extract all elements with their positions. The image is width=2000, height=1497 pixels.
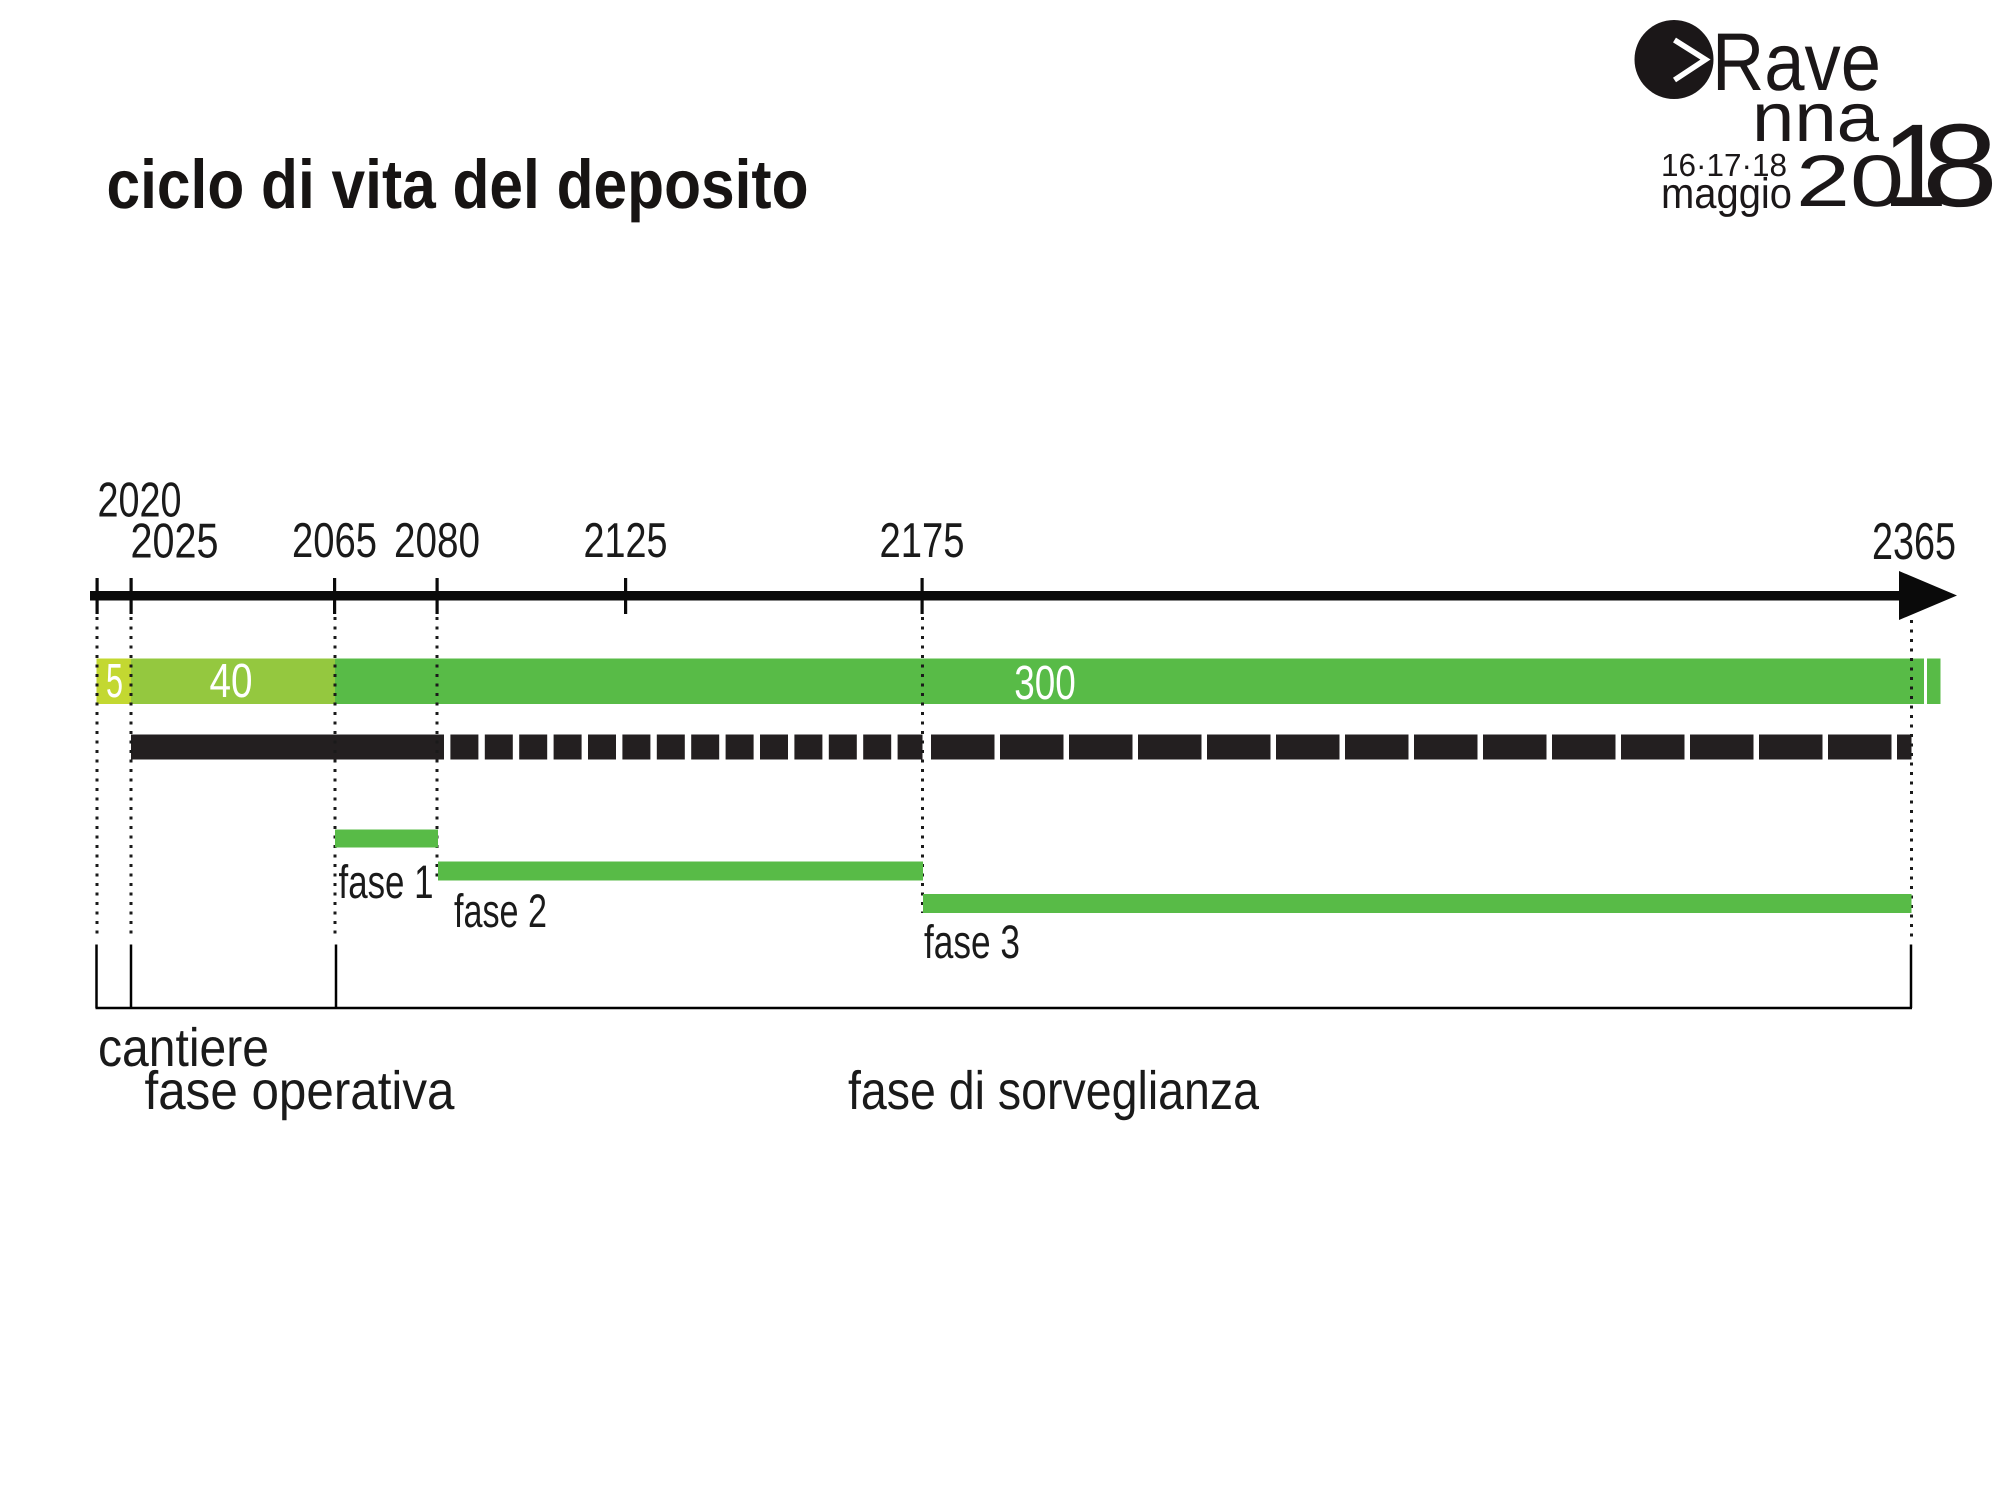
svg-text:2080: 2080	[394, 514, 480, 568]
svg-text:Rave: Rave	[1712, 17, 1881, 108]
svg-text:ciclo di vita del deposito: ciclo di vita del deposito	[107, 146, 809, 223]
svg-text:2125: 2125	[584, 514, 668, 568]
svg-text:2020: 2020	[98, 474, 182, 528]
svg-text:2175: 2175	[880, 514, 965, 568]
svg-text:2065: 2065	[292, 514, 377, 568]
svg-text:fase 1: fase 1	[339, 855, 434, 908]
svg-text:fase 2: fase 2	[454, 884, 547, 937]
svg-text:40: 40	[210, 655, 253, 708]
svg-text:1: 1	[1882, 100, 1948, 232]
svg-text:16·17·18: 16·17·18	[1661, 147, 1787, 183]
svg-text:fase di sorveglianza: fase di sorveglianza	[848, 1061, 1260, 1121]
svg-text:fase operativa: fase operativa	[145, 1061, 456, 1121]
svg-text:maggio: maggio	[1661, 170, 1792, 218]
svg-text:5: 5	[106, 655, 123, 708]
svg-text:cantiere: cantiere	[98, 1018, 269, 1078]
svg-text:nna: nna	[1752, 79, 1880, 156]
svg-text:20: 20	[1796, 141, 1904, 222]
svg-text:300: 300	[1014, 657, 1076, 710]
svg-text:fase 3: fase 3	[924, 915, 1020, 968]
svg-text:8: 8	[1922, 100, 1998, 232]
svg-text:2025: 2025	[131, 515, 219, 569]
svg-text:2365: 2365	[1872, 513, 1956, 571]
